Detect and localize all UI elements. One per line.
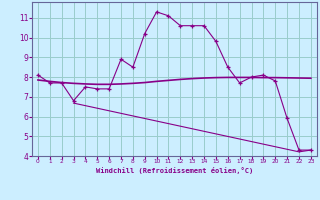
- X-axis label: Windchill (Refroidissement éolien,°C): Windchill (Refroidissement éolien,°C): [96, 167, 253, 174]
